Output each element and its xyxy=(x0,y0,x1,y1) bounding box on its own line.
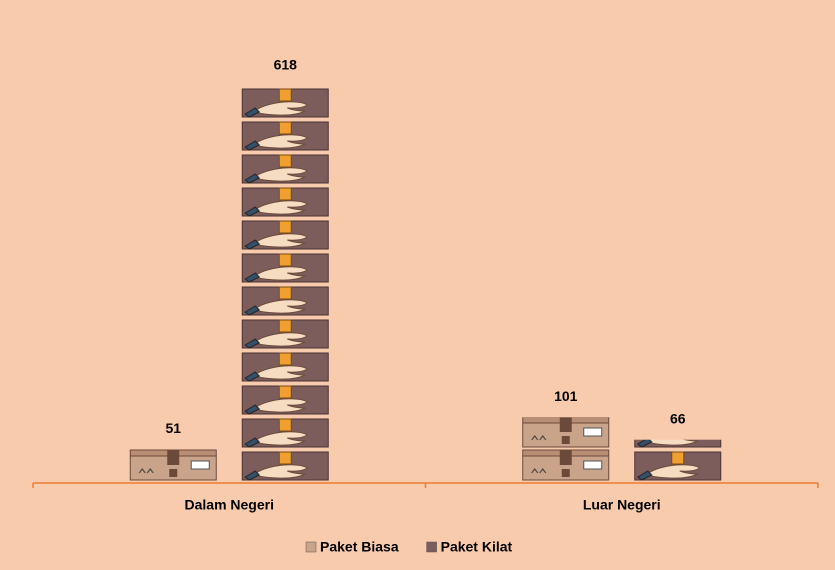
bar xyxy=(241,86,329,482)
bar xyxy=(522,417,610,482)
bar xyxy=(634,440,722,482)
value-label: 618 xyxy=(274,57,298,73)
bar xyxy=(129,449,217,482)
x-tick-label: Dalam Negeri xyxy=(185,497,274,513)
page: Dalam Negeri 51 618 Luar Negeri 101 66 Paket B… xyxy=(0,0,835,570)
x-tick-label: Luar Negeri xyxy=(583,497,661,513)
legend-swatch xyxy=(306,542,316,552)
value-label: 101 xyxy=(554,388,578,404)
background xyxy=(0,0,835,570)
legend-label: Paket Kilat xyxy=(441,539,513,555)
chart: Dalam Negeri 51 618 Luar Negeri 101 66 Paket B… xyxy=(0,0,835,570)
legend-swatch xyxy=(427,542,437,552)
value-label: 66 xyxy=(670,410,686,426)
legend-label: Paket Biasa xyxy=(320,539,399,555)
value-label: 51 xyxy=(165,420,181,436)
